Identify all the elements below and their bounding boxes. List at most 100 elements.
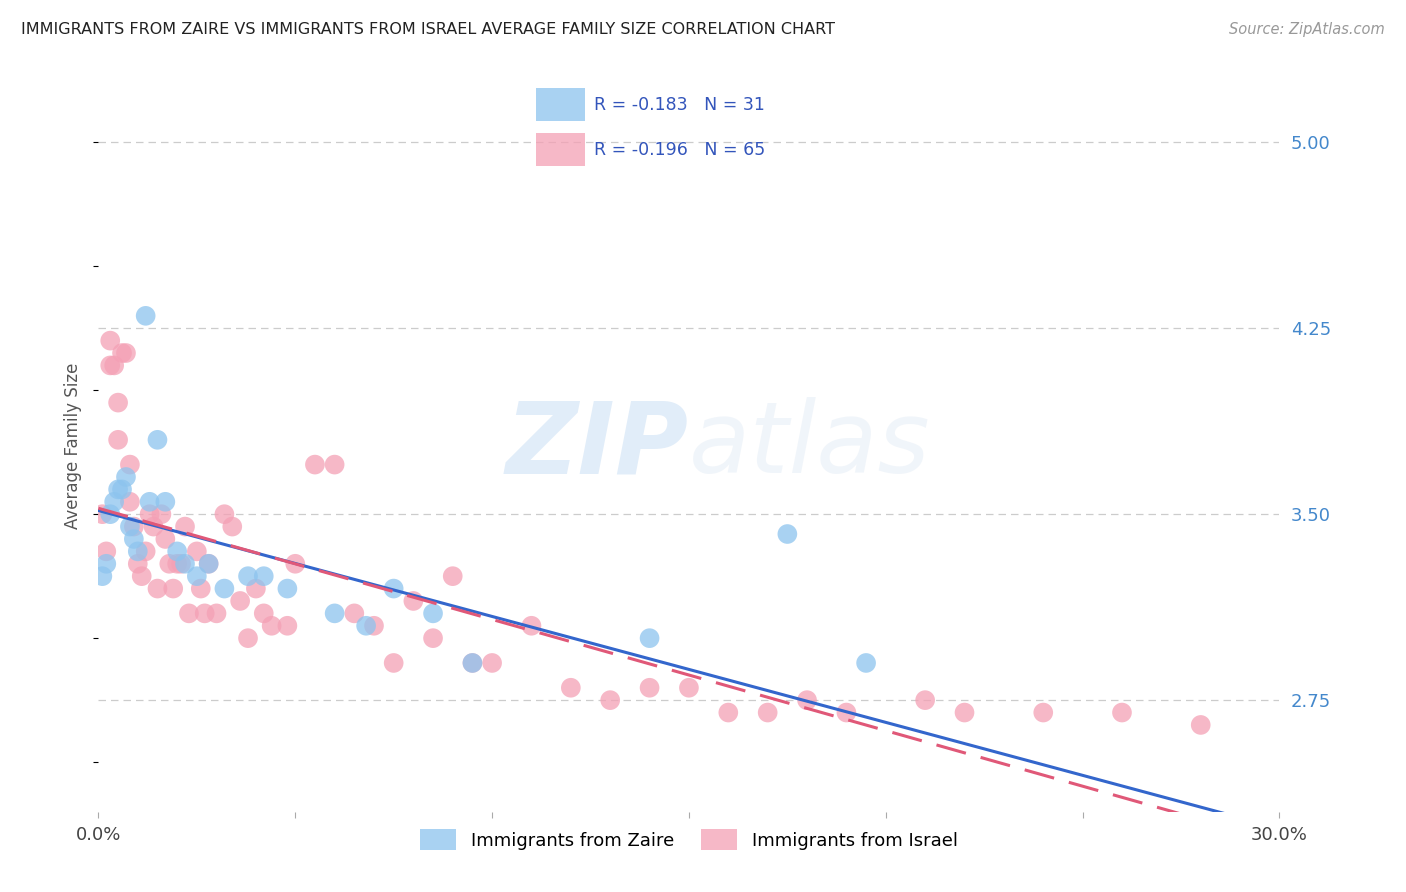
Point — [205, 607, 228, 621]
Point — [194, 607, 217, 621]
Point — [875, 879, 897, 892]
Point — [122, 532, 145, 546]
Point — [221, 519, 243, 533]
Point — [111, 346, 134, 360]
Bar — [536, 133, 585, 167]
Point — [363, 619, 385, 633]
Point — [103, 359, 125, 373]
Point — [1111, 706, 1133, 720]
Point — [214, 582, 236, 596]
Point — [229, 594, 252, 608]
Point — [214, 507, 236, 521]
Point — [155, 495, 177, 509]
Point — [166, 544, 188, 558]
Point — [107, 483, 129, 497]
Point — [118, 495, 141, 509]
Point — [236, 569, 259, 583]
Point — [111, 483, 134, 497]
Text: Source: ZipAtlas.com: Source: ZipAtlas.com — [1229, 22, 1385, 37]
Point — [135, 309, 157, 323]
Point — [481, 656, 503, 670]
Point — [756, 706, 779, 720]
Text: atlas: atlas — [689, 398, 931, 494]
Point — [276, 619, 298, 633]
Point — [146, 433, 169, 447]
Point — [174, 557, 197, 571]
Point — [875, 855, 897, 869]
Point — [157, 557, 180, 571]
Point — [131, 569, 153, 583]
Point — [284, 557, 307, 571]
Point — [796, 693, 818, 707]
Point — [402, 594, 425, 608]
Point — [354, 619, 377, 633]
Point — [638, 631, 661, 645]
Point — [91, 507, 114, 521]
Point — [142, 519, 165, 533]
Point — [323, 458, 346, 472]
Point — [236, 631, 259, 645]
Point — [138, 495, 160, 509]
Point — [186, 569, 208, 583]
Point — [260, 619, 283, 633]
Point — [186, 544, 208, 558]
Point — [422, 631, 444, 645]
Point — [1032, 706, 1054, 720]
Point — [461, 656, 484, 670]
Point — [638, 681, 661, 695]
Point — [115, 346, 138, 360]
Point — [107, 433, 129, 447]
Point — [323, 607, 346, 621]
Text: ZIP: ZIP — [506, 398, 689, 494]
Point — [343, 607, 366, 621]
Point — [560, 681, 582, 695]
Point — [162, 582, 184, 596]
Point — [174, 519, 197, 533]
Point — [118, 458, 141, 472]
Point — [461, 656, 484, 670]
Point — [96, 557, 118, 571]
Point — [98, 334, 121, 348]
Y-axis label: Average Family Size: Average Family Size — [65, 363, 83, 529]
Text: R = -0.196   N = 65: R = -0.196 N = 65 — [593, 141, 765, 159]
Point — [276, 582, 298, 596]
Point — [382, 582, 405, 596]
Text: R = -0.183   N = 31: R = -0.183 N = 31 — [593, 95, 765, 113]
Point — [599, 693, 621, 707]
Point — [127, 544, 149, 558]
Point — [146, 582, 169, 596]
Point — [155, 532, 177, 546]
Point — [166, 557, 188, 571]
Point — [115, 470, 138, 484]
Text: IMMIGRANTS FROM ZAIRE VS IMMIGRANTS FROM ISRAEL AVERAGE FAMILY SIZE CORRELATION : IMMIGRANTS FROM ZAIRE VS IMMIGRANTS FROM… — [21, 22, 835, 37]
Point — [776, 527, 799, 541]
Bar — [536, 87, 585, 121]
Point — [91, 569, 114, 583]
Point — [441, 569, 464, 583]
Point — [253, 569, 276, 583]
Point — [138, 507, 160, 521]
Legend: Immigrants from Zaire, Immigrants from Israel: Immigrants from Zaire, Immigrants from I… — [413, 822, 965, 857]
Point — [717, 706, 740, 720]
Point — [953, 706, 976, 720]
Point — [835, 706, 858, 720]
Point — [150, 507, 173, 521]
Point — [253, 607, 276, 621]
Point — [197, 557, 219, 571]
Point — [197, 557, 219, 571]
Point — [520, 619, 543, 633]
Point — [98, 359, 121, 373]
Point — [122, 519, 145, 533]
Point — [127, 557, 149, 571]
Point — [304, 458, 326, 472]
Point — [170, 557, 193, 571]
Point — [382, 656, 405, 670]
Point — [118, 519, 141, 533]
Point — [177, 607, 200, 621]
Point — [245, 582, 267, 596]
Point — [98, 507, 121, 521]
Point — [96, 544, 118, 558]
Point — [107, 395, 129, 409]
Point — [190, 582, 212, 596]
Point — [678, 681, 700, 695]
